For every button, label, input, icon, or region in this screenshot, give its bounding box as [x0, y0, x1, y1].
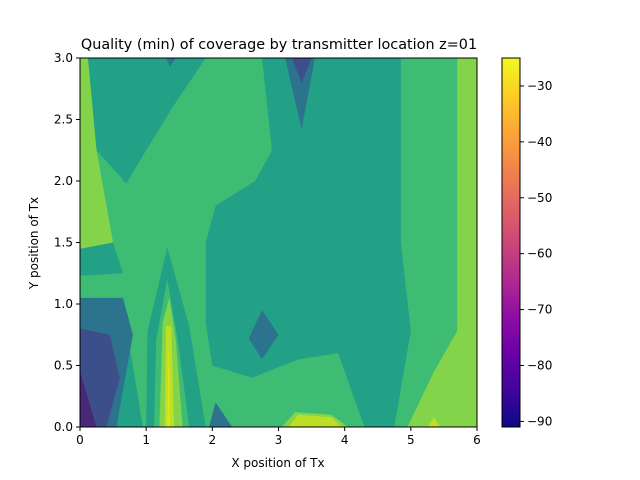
contour-region-darker-12	[291, 58, 312, 83]
contour-region-yellow_green-20	[164, 326, 174, 427]
colorbar-tick-label: −90	[527, 414, 552, 428]
chart-title: Quality (min) of coverage by transmitter…	[81, 37, 477, 53]
colorbar-tick-label: −80	[527, 359, 552, 373]
contour-region-yellow-23	[167, 338, 170, 427]
contour-region-yellow_green-22	[427, 417, 441, 427]
y-axis-label: Y position of Tx	[27, 197, 41, 290]
contour-region-dark-10	[166, 58, 176, 67]
contour-region-lighter-17	[407, 58, 477, 427]
colorbar-tick-label: −50	[527, 191, 552, 205]
x-axis-ticks: 0 1 2 3 4 5 6	[76, 427, 481, 447]
y-axis-ticks: 0.0 0.5 1.0 1.5 2.0 2.5 3.0	[54, 51, 80, 434]
colorbar-tick-label: −70	[527, 303, 552, 317]
x-axis-label: X position of Tx	[231, 456, 324, 470]
contour-region-dark-8	[248, 310, 279, 360]
y-tick-label: 0.0	[54, 420, 73, 434]
y-tick-label: 2.5	[54, 113, 73, 127]
x-tick-label: 3	[275, 433, 283, 447]
x-tick-label: 2	[209, 433, 217, 447]
contour-regions	[80, 58, 477, 427]
y-tick-label: 0.5	[54, 359, 73, 373]
colorbar-tick-label: −30	[527, 79, 552, 93]
x-tick-label: 4	[341, 433, 349, 447]
contour-region-darker-11	[80, 328, 120, 427]
x-tick-label: 0	[76, 433, 84, 447]
colorbar-frame	[501, 57, 521, 428]
contour-region-lighter-16	[80, 58, 114, 249]
x-tick-label: 1	[142, 433, 150, 447]
y-tick-label: 3.0	[54, 51, 73, 65]
contour-region-base-2	[87, 58, 206, 184]
x-tick-label: 5	[407, 433, 415, 447]
y-tick-label: 2.0	[54, 174, 73, 188]
contour-region-base-3	[80, 242, 123, 276]
y-tick-label: 1.5	[54, 236, 73, 250]
y-tick-label: 1.0	[54, 297, 73, 311]
contour-region-dark-9	[209, 402, 233, 427]
colorbar-tick-label: −40	[527, 135, 552, 149]
colorbar	[502, 58, 520, 427]
contour-region-yellow_green-21	[288, 414, 342, 427]
colorbar-tick-label: −60	[527, 247, 552, 261]
contour-region-dark-7	[285, 58, 315, 130]
colorbar-ticks: −30 −40 −50 −60 −70 −80 −90	[520, 79, 552, 428]
x-tick-label: 6	[473, 433, 481, 447]
contour-region-darkest-13	[80, 371, 97, 427]
